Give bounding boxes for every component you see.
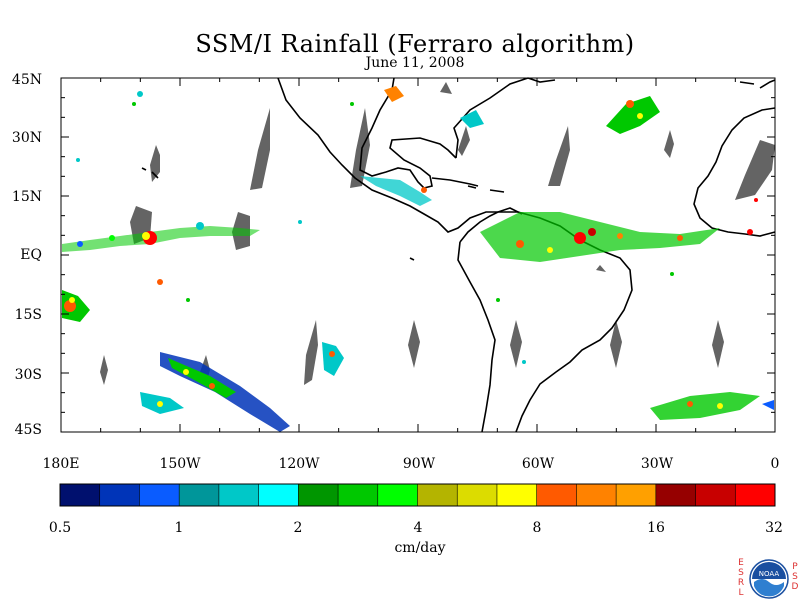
logo-letter: R [737,578,745,588]
map-title: SSM/I Rainfall (Ferraro algorithm) [195,30,635,58]
colorbar-swatch [218,484,260,506]
lat-label: 45S [14,422,42,438]
colorbar-swatch [377,484,418,506]
lon-label: 30W [640,456,674,472]
colorbar-swatch [695,484,736,506]
lon-label: 120W [278,456,320,472]
lon-label: 150W [159,456,201,472]
colorbar-tick-label: 8 [532,520,542,536]
colorbar-swatch [576,484,617,506]
lat-label: 45N [11,72,42,88]
map-subtitle: June 11, 2008 [365,55,465,71]
noaa-logo: NOAA [749,559,789,599]
logo-letter: S [792,572,798,582]
psd-letters: P S D [790,562,800,592]
colorbar-swatch [496,484,538,506]
logo-letter: D [791,582,799,592]
logo-letter: P [792,562,798,572]
lon-label: 60W [521,456,555,472]
logo-center-text: NOAA [759,570,780,578]
colorbar-swatch [735,484,776,506]
colorbar-swatch [139,484,180,506]
colorbar-tick-label: 16 [647,520,665,536]
colorbar-tick-label: 0.5 [48,520,72,536]
rainfall-patches [62,86,774,432]
colorbar-swatch [60,484,101,506]
axis-ticks [60,77,776,433]
colorbar-tick-label: 1 [174,520,184,536]
colorbar-swatch [338,484,379,506]
colorbar-swatch [99,484,140,506]
lat-label: 30S [14,367,42,383]
lat-label: 15S [14,307,42,323]
lat-label: EQ [20,247,42,263]
logo-letter: L [738,588,744,598]
lon-label: 180E [42,456,80,472]
colorbar-units: cm/day [394,540,446,556]
colorbar-swatch [655,484,697,506]
lon-label: 0 [770,456,780,472]
lat-label: 15N [11,189,42,205]
colorbar-swatch [616,484,657,506]
esrl-letters: E S R L [736,558,746,598]
colorbar-swatch [179,484,220,506]
colorbar-swatch [457,484,498,506]
coastlines [141,77,776,433]
colorbar-swatch [258,484,299,506]
lat-label: 30N [11,130,42,146]
logo-letter: E [738,558,744,568]
colorbar-swatch [417,484,458,506]
colorbar-swatch [536,484,577,506]
colorbar-tick-label: 4 [413,520,423,536]
lon-label: 90W [402,456,436,472]
logo-letter: S [738,568,744,578]
colorbar-tick-label: 2 [293,520,303,536]
colorbar-swatch [298,484,339,506]
colorbar-tick-label: 32 [765,520,783,536]
